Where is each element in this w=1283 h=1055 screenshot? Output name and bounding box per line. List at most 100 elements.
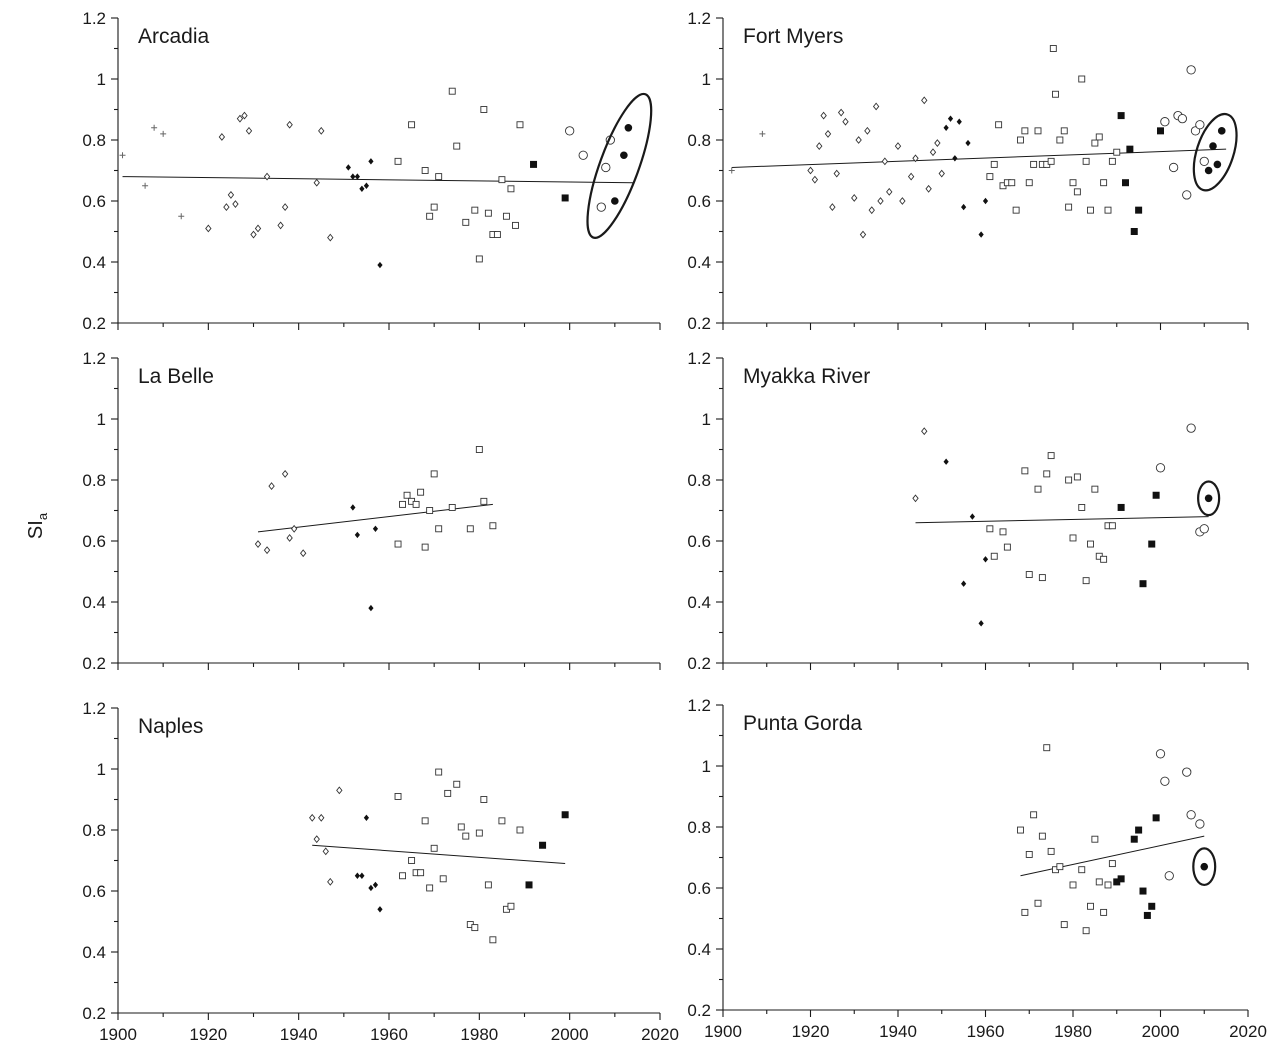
data-point-open-square — [1100, 555, 1108, 563]
data-point-open-diamond — [318, 126, 325, 135]
data-point-open-diamond — [820, 111, 827, 120]
data-point-filled-square — [1117, 875, 1125, 883]
data-point-plus — [728, 167, 735, 174]
y-tick-label: 0.4 — [82, 253, 106, 272]
data-point-filled-diamond — [350, 504, 356, 511]
data-point-open-square — [489, 522, 497, 530]
data-point-open-square — [986, 525, 994, 533]
data-point-open-square — [1091, 835, 1099, 843]
y-tick-label: 1.2 — [82, 349, 106, 368]
data-point-open-square — [1087, 902, 1094, 910]
data-point-open-square — [498, 817, 506, 825]
y-tick-label: 0.6 — [687, 192, 711, 211]
x-tick-label: 2000 — [551, 1025, 589, 1044]
data-point-filled-square — [1139, 580, 1147, 588]
data-point-open-circle — [1160, 117, 1170, 127]
data-point-open-diamond — [232, 200, 239, 208]
data-point-filled-circle — [1209, 142, 1217, 150]
data-point-filled-diamond — [943, 458, 949, 465]
y-tick-label: 0.2 — [687, 654, 711, 673]
data-point-open-circle — [1155, 463, 1166, 473]
data-point-open-square — [1060, 921, 1068, 929]
data-point-open-circle — [1199, 156, 1209, 167]
data-point-open-square — [466, 525, 474, 533]
y-tick-label: 0.8 — [687, 818, 711, 837]
data-point-open-square — [1108, 522, 1116, 530]
y-tick-label: 0.6 — [687, 532, 711, 551]
y-tick-label: 1.2 — [687, 9, 711, 28]
data-point-open-square — [417, 869, 425, 877]
x-tick-label: 1980 — [1054, 1022, 1092, 1041]
x-tick-label: 1960 — [967, 1022, 1005, 1041]
data-point-open-square — [1034, 127, 1042, 135]
y-tick-label: 0.8 — [687, 471, 711, 490]
data-point-open-circle — [1199, 524, 1209, 534]
data-point-open-square — [448, 504, 456, 511]
data-point-filled-circle — [1200, 862, 1209, 871]
data-point-filled-square — [1152, 814, 1160, 822]
panel-naples: 0.2 0.4 0.6 0.8 1 1.2 1900 1920 1940 1960 1980 2000… — [82, 699, 679, 1044]
data-point-open-circle — [1186, 423, 1196, 433]
data-point-filled-square — [525, 881, 533, 889]
data-point-open-square — [1078, 504, 1086, 511]
data-point-open-diamond — [816, 142, 823, 151]
data-point-filled-circle — [611, 197, 619, 205]
data-point-open-square — [1091, 485, 1099, 493]
data-point-open-diamond — [322, 847, 329, 856]
data-point-filled-square — [1148, 540, 1156, 548]
data-point-open-square — [1095, 878, 1103, 886]
data-point-open-square — [1052, 90, 1059, 98]
data-point-filled-diamond — [359, 872, 365, 879]
data-point-open-square — [1047, 847, 1055, 855]
data-point-filled-diamond — [969, 513, 975, 520]
data-point-open-square — [1082, 157, 1090, 165]
data-point-open-diamond — [899, 197, 906, 205]
data-point-open-square — [426, 507, 434, 514]
x-tick-label: 2000 — [1142, 1022, 1180, 1041]
data-point-open-square — [507, 902, 515, 910]
y-tick-label: 0.2 — [82, 654, 106, 673]
data-point-open-square — [421, 543, 429, 551]
data-point-open-diamond — [833, 169, 840, 178]
highlight-ellipse — [1192, 112, 1238, 192]
data-point-open-diamond — [859, 230, 867, 239]
y-tick-label: 1 — [702, 70, 711, 89]
trend-line — [122, 176, 633, 184]
data-point-filled-diamond — [965, 139, 971, 147]
data-point-open-square — [516, 121, 524, 129]
data-point-open-diamond — [241, 111, 248, 120]
data-point-open-square — [408, 857, 416, 864]
panel-arcadia: 0.2 0.4 0.6 0.8 1 1.2 Arcadia — [82, 9, 661, 333]
data-point-open-square — [394, 793, 402, 800]
y-tick-label: 1.2 — [82, 699, 106, 718]
data-point-open-square — [1017, 136, 1024, 144]
data-point-open-square — [1034, 899, 1042, 907]
data-point-open-circle — [1160, 776, 1170, 786]
data-point-open-square — [493, 231, 501, 239]
data-point-filled-square — [1122, 179, 1129, 187]
y-tick-label: 0.8 — [82, 471, 106, 490]
trend-line — [915, 516, 1209, 524]
y-tick-label: 0.6 — [82, 882, 106, 901]
y-tick-label: 0.4 — [687, 253, 711, 272]
data-point-open-square — [439, 875, 447, 883]
data-point-open-circle — [1195, 819, 1205, 829]
data-point-open-square — [1030, 811, 1038, 819]
y-tick-label: 1.2 — [687, 349, 711, 368]
data-point-open-square — [1025, 571, 1033, 578]
data-point-open-square — [394, 540, 402, 548]
data-point-open-square — [435, 173, 443, 181]
data-point-open-diamond — [842, 117, 849, 126]
data-point-open-square — [426, 884, 434, 892]
y-tick-label: 1 — [97, 760, 106, 779]
data-point-open-diamond — [218, 133, 226, 141]
data-point-open-diamond — [290, 524, 298, 533]
data-point-open-diamond — [281, 203, 289, 212]
data-point-open-square — [1030, 160, 1038, 168]
data-point-open-square — [1095, 133, 1103, 141]
data-point-filled-diamond — [368, 604, 374, 612]
data-point-open-diamond — [807, 166, 814, 175]
data-point-open-diamond — [336, 786, 343, 795]
data-point-open-square — [421, 167, 429, 174]
